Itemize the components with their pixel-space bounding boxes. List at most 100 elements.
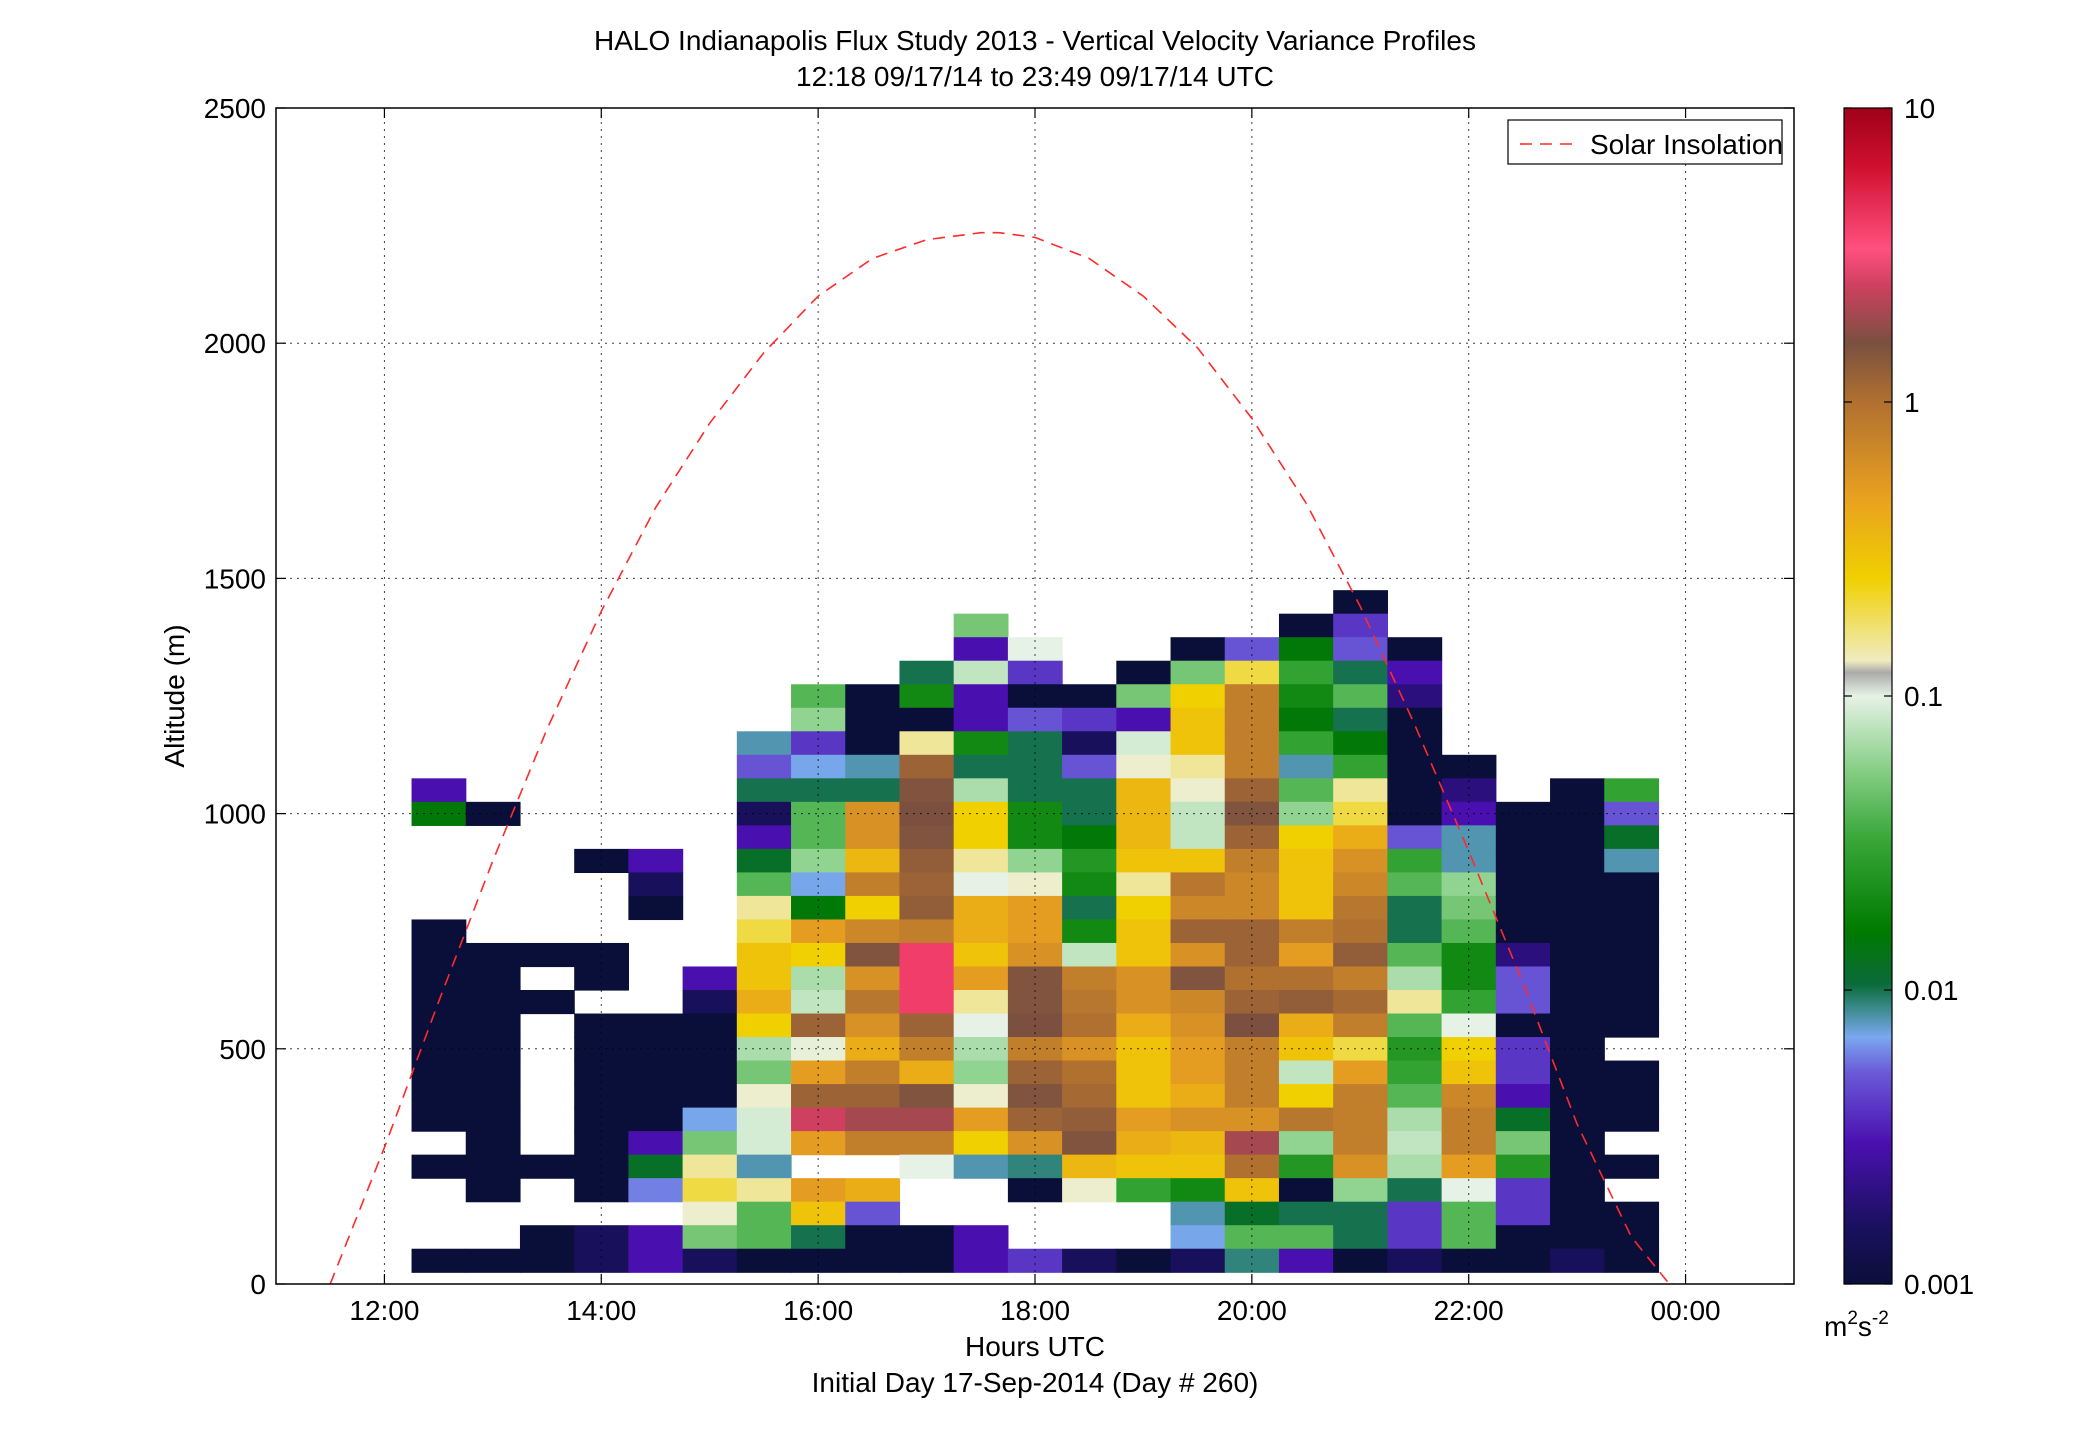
heatmap-cell xyxy=(845,1225,901,1250)
heatmap-cell xyxy=(628,1013,684,1038)
heatmap-cell xyxy=(1116,1013,1172,1038)
heatmap-cell xyxy=(1387,1084,1443,1109)
heatmap-cell xyxy=(1387,966,1443,991)
heatmap-cell xyxy=(1333,778,1388,803)
heatmap-cell xyxy=(1007,848,1063,873)
heatmap-cell xyxy=(791,778,846,803)
heatmap-cell xyxy=(411,966,467,991)
heatmap-cell xyxy=(411,1107,467,1132)
heatmap-cell xyxy=(845,1248,901,1273)
heatmap-cell xyxy=(953,1084,1009,1109)
heatmap-cell xyxy=(1007,1178,1063,1203)
heatmap-cell xyxy=(1116,895,1172,921)
colorbar-units-base: m xyxy=(1824,1311,1847,1342)
heatmap-cell xyxy=(682,1131,738,1156)
heatmap-cell xyxy=(1116,1037,1172,1062)
heatmap-cell xyxy=(1333,707,1388,732)
heatmap-cell xyxy=(411,1084,467,1109)
heatmap-cell xyxy=(1062,778,1117,803)
heatmap-cell xyxy=(1116,754,1172,779)
heatmap-cell xyxy=(1387,707,1443,732)
colorbar-units-exp1: 2 xyxy=(1847,1308,1858,1329)
y-axis-label: Altitude (m) xyxy=(159,624,190,767)
x-tick-label: 12:00 xyxy=(349,1295,419,1326)
heatmap-cell xyxy=(1278,707,1334,732)
heatmap-cell xyxy=(1495,1154,1551,1179)
heatmap-cell xyxy=(682,1225,738,1250)
chart-title: HALO Indianapolis Flux Study 2013 - Vert… xyxy=(594,25,1476,56)
heatmap-cell xyxy=(899,1131,955,1156)
heatmap-cell xyxy=(1278,848,1334,873)
heatmap-cell xyxy=(1387,895,1443,921)
heatmap-cell xyxy=(1170,1060,1226,1085)
colorbar-ticks: 0.001 0.01 0.1 1 10 xyxy=(1844,93,1974,1300)
heatmap-cell xyxy=(1170,1201,1226,1226)
heatmap-cell xyxy=(845,707,901,732)
heatmap-cell xyxy=(1387,1037,1443,1062)
heatmap-cell xyxy=(1387,1060,1443,1085)
heatmap-cell xyxy=(1333,848,1388,873)
heatmap-cell xyxy=(736,872,792,897)
heatmap-cell xyxy=(1333,731,1388,756)
heatmap-cell xyxy=(736,966,792,991)
x-axis-label: Hours UTC xyxy=(965,1331,1105,1362)
heatmap-cell xyxy=(411,942,467,968)
heatmap-cell xyxy=(1604,825,1660,850)
heatmap-cell xyxy=(1224,778,1280,803)
y-tick-label: 1500 xyxy=(204,563,266,594)
grid-lines xyxy=(276,108,1794,1284)
heatmap-cell xyxy=(1333,895,1388,921)
heatmap-cell xyxy=(845,1060,901,1085)
heatmap-cell xyxy=(1170,895,1226,921)
heatmap-cell xyxy=(845,966,901,991)
heatmap-cell xyxy=(1278,990,1334,1015)
heatmap-cell xyxy=(1495,895,1551,921)
heatmap-cell xyxy=(1170,1037,1226,1062)
heatmap-cell xyxy=(1062,1248,1117,1273)
heatmap-cell xyxy=(791,919,846,944)
heatmap-cell xyxy=(1387,778,1443,803)
heatmap-cell xyxy=(1062,848,1117,873)
heatmap-cell xyxy=(411,1248,467,1273)
heatmap-cell xyxy=(1333,1060,1388,1085)
heatmap-cell xyxy=(1333,1107,1388,1132)
heatmap-cell xyxy=(1550,1154,1605,1179)
heatmap-cell xyxy=(519,990,575,1015)
heatmap-cell xyxy=(1604,1084,1660,1109)
heatmap-cell xyxy=(1441,778,1497,803)
heatmap-cell xyxy=(845,1084,901,1109)
heatmap-cell xyxy=(1550,1037,1605,1062)
heatmap-cell xyxy=(465,1178,521,1203)
heatmap-cell xyxy=(1007,731,1063,756)
heatmap-cell xyxy=(1387,731,1443,756)
x-tick-label: 20:00 xyxy=(1217,1295,1287,1326)
y-tick-label: 1000 xyxy=(204,799,266,830)
heatmap-cell xyxy=(736,919,792,944)
heatmap-cell xyxy=(519,942,575,968)
heatmap-cell xyxy=(1333,1131,1388,1156)
heatmap-cell xyxy=(1495,872,1551,897)
heatmap-cell xyxy=(736,1084,792,1109)
heatmap-cell xyxy=(1333,872,1388,897)
heatmap-cell xyxy=(1278,895,1334,921)
heatmap-cell xyxy=(1278,613,1334,638)
heatmap-cell xyxy=(736,731,792,756)
heatmap-cell xyxy=(1441,919,1497,944)
heatmap-cell xyxy=(1170,660,1226,685)
heatmap-cell xyxy=(953,801,1009,826)
heatmap-cell xyxy=(899,684,955,709)
heatmap-cell xyxy=(682,1154,738,1179)
heatmap-cell xyxy=(1387,1131,1443,1156)
heatmap-cell xyxy=(1495,942,1551,968)
heatmap-cell xyxy=(1062,707,1117,732)
heatmap-cell xyxy=(1604,1154,1660,1179)
heatmap-cell xyxy=(1278,1107,1334,1132)
heatmap-cell xyxy=(953,1013,1009,1038)
x-tick-label: 18:00 xyxy=(1000,1295,1070,1326)
heatmap-cell xyxy=(736,1248,792,1273)
heatmap-cell xyxy=(1170,942,1226,968)
heatmap-cell xyxy=(899,990,955,1015)
colorbar-tick-label: 0.1 xyxy=(1904,681,1943,712)
x-tick-label: 16:00 xyxy=(783,1295,853,1326)
